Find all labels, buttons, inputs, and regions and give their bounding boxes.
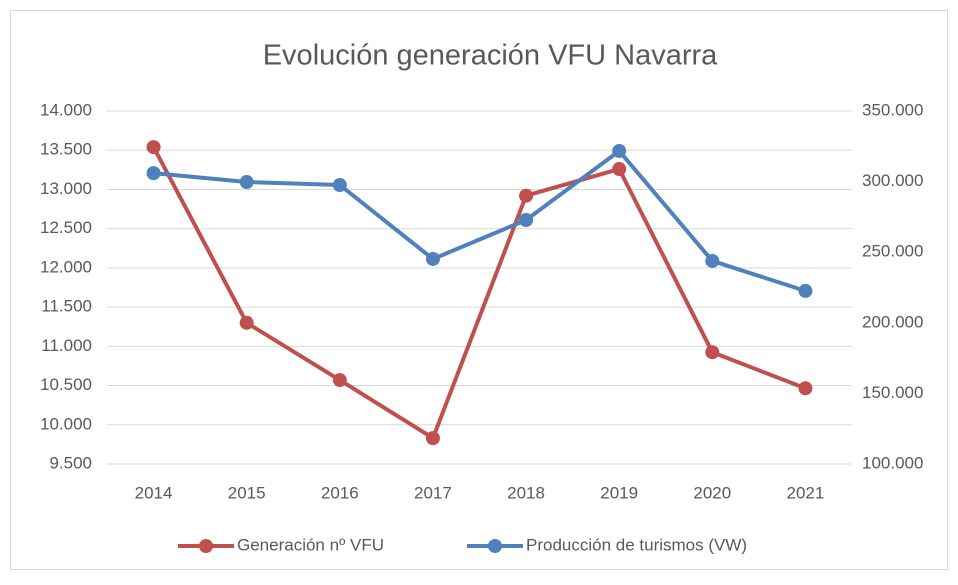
series-line <box>151 146 807 441</box>
chart-frame <box>10 10 948 570</box>
data-point <box>425 251 440 266</box>
x-tick-label: 2019 <box>600 483 638 502</box>
y-tick-label: 11.000 <box>41 336 92 355</box>
data-point <box>146 140 161 155</box>
y-tick-label: 12.500 <box>40 218 92 237</box>
series-line <box>153 148 807 293</box>
legend-label: Producción de turismos (VW) <box>526 535 747 554</box>
x-tick-label: 2021 <box>787 483 825 502</box>
y2-tick-label: 250.000 <box>862 242 923 261</box>
x-tick-label: 2014 <box>135 483 173 502</box>
data-point <box>425 431 440 446</box>
data-point <box>519 188 534 203</box>
data-point <box>798 283 813 298</box>
y-tick-label: 12.000 <box>40 257 92 276</box>
data-point <box>705 253 720 268</box>
y-tick-label: 10.000 <box>40 414 92 433</box>
y2-tick-label: 150.000 <box>862 383 923 402</box>
y-tick-label: 14.000 <box>40 100 92 119</box>
x-tick-label: 2020 <box>693 483 731 502</box>
legend-label: Generación nº VFU <box>237 535 384 554</box>
x-tick-label: 2017 <box>414 483 452 502</box>
data-point <box>612 162 627 177</box>
data-point <box>332 177 347 192</box>
legend-marker <box>488 539 502 553</box>
data-point <box>239 175 254 190</box>
y-tick-label: 10.500 <box>40 375 92 394</box>
data-point <box>332 373 347 388</box>
data-point <box>239 315 254 330</box>
y-tick-label: 11.500 <box>41 297 92 316</box>
data-point <box>612 143 627 158</box>
legend-marker <box>199 539 213 553</box>
y-tick-label: 13.500 <box>40 140 92 159</box>
data-point <box>705 345 720 360</box>
data-point <box>146 166 161 181</box>
x-tick-label: 2018 <box>507 483 545 502</box>
x-tick-label: 2015 <box>228 483 266 502</box>
chart-title: Evolución generación VFU Navarra <box>263 40 718 72</box>
data-point <box>519 213 534 228</box>
y2-tick-label: 100.000 <box>862 453 923 472</box>
y2-tick-label: 200.000 <box>862 312 923 331</box>
x-tick-label: 2016 <box>321 483 359 502</box>
y2-tick-label: 350.000 <box>862 100 923 119</box>
data-point <box>798 381 813 396</box>
y2-tick-label: 300.000 <box>862 171 923 190</box>
y-tick-label: 13.000 <box>40 179 92 198</box>
y-tick-label: 9.500 <box>49 453 92 472</box>
